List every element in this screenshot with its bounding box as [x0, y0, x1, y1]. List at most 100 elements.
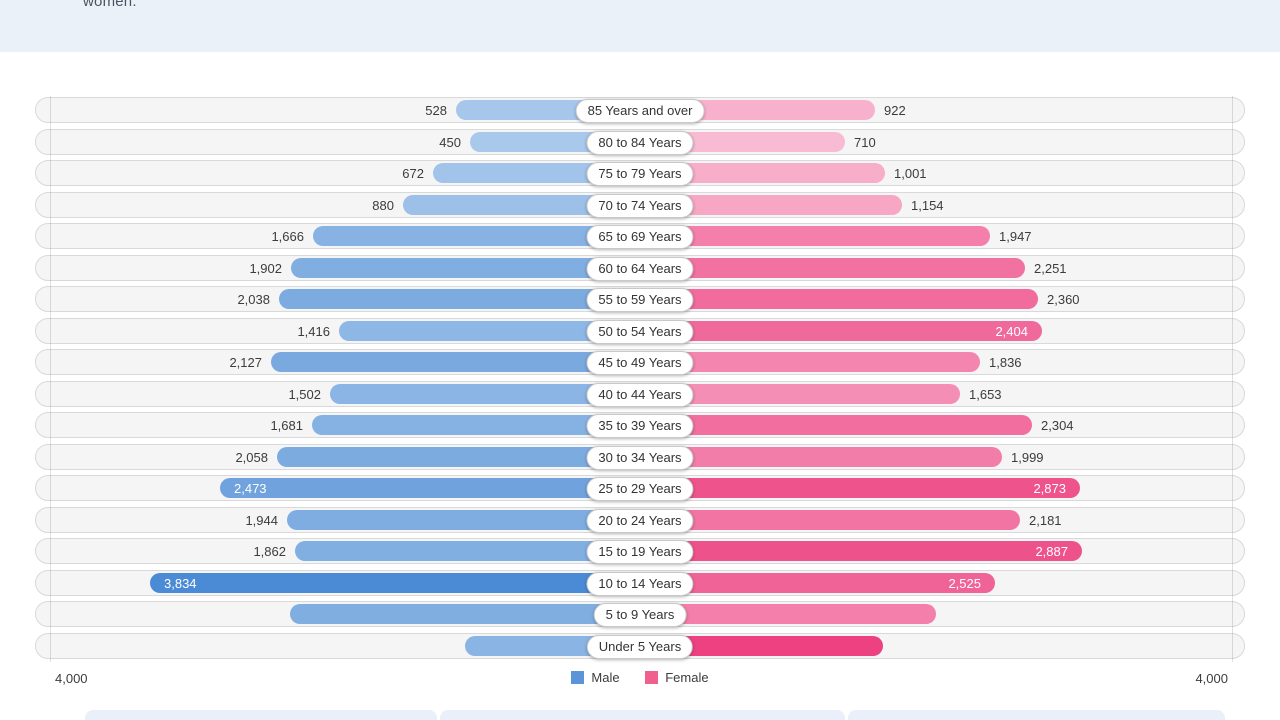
female-bar[interactable] — [640, 415, 1032, 435]
bottom-partial-cards — [0, 710, 1280, 720]
male-value-label: 880 — [372, 197, 394, 213]
pyramid-row: 1,944 2,181 20 to 24 Years — [35, 506, 1245, 533]
female-bar[interactable] — [640, 635, 883, 656]
female-bar[interactable] — [640, 541, 1082, 561]
axis-max-left-label: 4,000 — [55, 671, 88, 686]
legend-female-swatch — [645, 671, 659, 684]
legend-female-label: Female — [665, 670, 709, 685]
pyramid-row: 1,666 1,947 65 to 69 Years — [35, 223, 1245, 249]
male-bar[interactable] — [295, 541, 640, 561]
male-bar[interactable] — [277, 446, 640, 467]
female-bar[interactable] — [640, 289, 1038, 309]
female-value-label: 2,360 — [1047, 292, 1080, 307]
male-bar[interactable] — [290, 604, 640, 624]
age-group-pill: 5 to 9 Years — [593, 603, 687, 627]
female-value-label: 1,836 — [989, 355, 1022, 370]
male-bar[interactable] — [330, 383, 640, 404]
age-group-pill: 65 to 69 Years — [586, 225, 694, 249]
partial-card[interactable] — [85, 710, 437, 720]
female-bar[interactable] — [640, 509, 1020, 530]
partial-card[interactable] — [440, 710, 845, 720]
partial-card[interactable] — [848, 710, 1225, 720]
male-bar[interactable] — [291, 257, 640, 278]
pyramid-row: 3,834 2,525 10 to 14 Years — [35, 569, 1245, 596]
pyramid-row: 2,127 1,836 45 to 49 Years — [35, 349, 1245, 375]
pyramid-row: 2,473 2,873 25 to 29 Years — [35, 475, 1245, 501]
pyramid-row: 2,058 1,999 30 to 34 Years — [35, 443, 1245, 470]
pyramid-row: 1,502 1,653 40 to 44 Years — [35, 380, 1245, 407]
female-bar[interactable] — [640, 604, 936, 624]
intro-text: women. — [83, 0, 137, 10]
age-group-pill: 55 to 59 Years — [586, 288, 694, 312]
female-bar[interactable] — [640, 352, 980, 372]
female-bar[interactable] — [640, 226, 990, 246]
pyramid-row: 528 922 85 Years and over — [35, 97, 1245, 123]
female-value-label: 922 — [884, 103, 906, 118]
male-bar[interactable] — [150, 572, 640, 593]
female-value-label: 2,251 — [1034, 260, 1067, 276]
legend-male-swatch — [571, 671, 585, 684]
legend-item-male[interactable]: Male — [571, 670, 620, 685]
female-bar[interactable] — [640, 163, 885, 183]
male-bar[interactable] — [313, 226, 640, 246]
male-bar[interactable] — [339, 320, 640, 341]
female-bar[interactable] — [640, 446, 1002, 467]
female-bar[interactable] — [640, 257, 1025, 278]
age-group-pill: 80 to 84 Years — [586, 130, 694, 155]
male-value-label: 1,902 — [249, 260, 282, 276]
female-bar[interactable] — [640, 572, 995, 593]
male-value-label: 450 — [439, 134, 461, 150]
male-bar[interactable] — [287, 509, 640, 530]
female-value-label: 2,304 — [1041, 418, 1074, 433]
age-group-pill: 25 to 29 Years — [586, 477, 694, 501]
female-value-label: 710 — [854, 134, 876, 150]
female-bar[interactable] — [640, 320, 1042, 341]
age-group-pill: 40 to 44 Years — [586, 382, 694, 407]
female-bar[interactable] — [640, 194, 902, 215]
legend-male-label: Male — [591, 670, 620, 685]
age-group-pill: 50 to 54 Years — [586, 319, 694, 344]
male-value-label: 1,666 — [271, 229, 304, 244]
male-bar[interactable] — [312, 415, 640, 435]
female-value-label: 1,653 — [969, 386, 1002, 402]
male-bar[interactable] — [403, 194, 640, 215]
female-value-label: 2,873 — [1033, 481, 1066, 496]
age-group-pill: 75 to 79 Years — [586, 162, 694, 186]
population-pyramid-chart: 528 922 85 Years and over 450 710 80 to 84 Ye… — [35, 97, 1245, 664]
male-value-label: 1,681 — [270, 418, 303, 433]
chart-legend: Male Female — [0, 670, 1280, 685]
male-value-label: 1,862 — [253, 544, 286, 559]
pyramid-row: Under 5 Years — [35, 632, 1245, 659]
intro-text-band: women. — [0, 0, 1280, 52]
pyramid-row: 1,902 2,251 60 to 64 Years — [35, 254, 1245, 281]
age-group-pill: 35 to 39 Years — [586, 414, 694, 438]
female-value-label: 2,181 — [1029, 512, 1062, 528]
male-bar[interactable] — [279, 289, 640, 309]
female-value-label: 1,947 — [999, 229, 1032, 244]
male-value-label: 1,502 — [288, 386, 321, 402]
female-bar[interactable] — [640, 478, 1080, 498]
male-bar[interactable] — [271, 352, 640, 372]
legend-item-female[interactable]: Female — [645, 670, 709, 685]
male-value-label: 2,058 — [235, 449, 268, 465]
pyramid-row: 1,862 2,887 15 to 19 Years — [35, 538, 1245, 564]
female-value-label: 2,404 — [995, 323, 1028, 339]
age-group-pill: Under 5 Years — [586, 634, 694, 659]
pyramid-row: 1,681 2,304 35 to 39 Years — [35, 412, 1245, 438]
pyramid-row: 1,416 2,404 50 to 54 Years — [35, 317, 1245, 344]
age-group-pill: 45 to 49 Years — [586, 351, 694, 375]
male-value-label: 3,834 — [164, 575, 197, 591]
pyramid-row: 5 to 9 Years — [35, 601, 1245, 627]
pyramid-row: 672 1,001 75 to 79 Years — [35, 160, 1245, 186]
female-value-label: 1,999 — [1011, 449, 1044, 465]
male-bar[interactable] — [220, 478, 640, 498]
pyramid-rows: 528 922 85 Years and over 450 710 80 to 84 Ye… — [35, 97, 1245, 659]
male-value-label: 1,944 — [245, 512, 278, 528]
female-bar[interactable] — [640, 383, 960, 404]
male-value-label: 2,127 — [229, 355, 262, 370]
age-group-pill: 30 to 34 Years — [586, 445, 694, 470]
pyramid-row: 2,038 2,360 55 to 59 Years — [35, 286, 1245, 312]
female-value-label: 1,154 — [911, 197, 944, 213]
pyramid-row: 450 710 80 to 84 Years — [35, 128, 1245, 155]
